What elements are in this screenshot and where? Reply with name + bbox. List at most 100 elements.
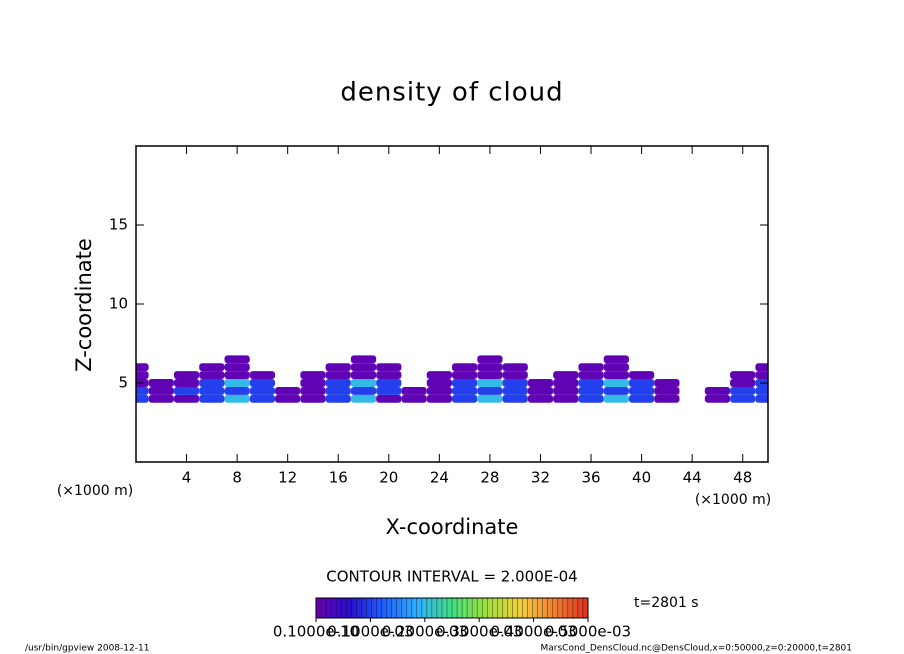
y-tick-label: 15 xyxy=(109,216,128,234)
contour-cell xyxy=(578,386,604,395)
contour-cell xyxy=(250,363,275,371)
colorbar-label: 0.2000e-03 xyxy=(382,623,468,641)
contour-field xyxy=(136,355,768,403)
contour-cell xyxy=(730,371,756,380)
contour-cell xyxy=(350,386,377,395)
time-label: t=2801 s xyxy=(634,595,699,611)
contour-cell xyxy=(705,363,730,371)
contour-cell xyxy=(300,363,325,371)
contour-cell xyxy=(401,394,427,403)
contour-cell xyxy=(376,386,402,395)
contour-cell xyxy=(401,379,426,387)
contour-cell xyxy=(629,363,654,371)
contour-cell xyxy=(704,394,731,403)
contour-cell xyxy=(755,363,768,372)
contour-cell xyxy=(350,355,377,364)
contour-cell xyxy=(376,394,402,403)
contour-cell xyxy=(502,379,528,387)
contour-cell xyxy=(477,394,503,403)
contour-cell xyxy=(680,395,705,403)
contour-cell xyxy=(325,386,351,395)
contour-cell xyxy=(376,355,401,363)
contour-cell xyxy=(578,394,604,403)
contour-cell xyxy=(628,371,655,380)
contour-cell xyxy=(477,386,503,395)
contour-cell xyxy=(603,371,629,380)
contour-cell xyxy=(629,355,654,363)
contour-cell xyxy=(173,379,200,387)
contour-cell xyxy=(452,379,478,387)
contour-cell xyxy=(426,371,452,380)
contour-cell xyxy=(502,386,528,395)
contour-cell xyxy=(704,386,731,395)
contour-cell xyxy=(730,379,756,387)
contour-cell xyxy=(628,379,655,387)
x-tick-label: 8 xyxy=(232,469,242,487)
contour-cell xyxy=(705,379,730,387)
contour-cell xyxy=(275,386,301,395)
contour-cell xyxy=(578,379,604,387)
contour-cell xyxy=(249,379,276,387)
contour-cell xyxy=(325,363,351,372)
x-tick-label: 44 xyxy=(683,469,702,487)
contour-cell xyxy=(730,394,756,403)
x-axis-title: X-coordinate xyxy=(386,515,519,539)
y-tick-label: 5 xyxy=(118,374,128,392)
contour-cell xyxy=(275,379,300,387)
plot-frame xyxy=(135,145,769,463)
x-tick-label: 4 xyxy=(182,469,192,487)
contour-cell xyxy=(325,394,351,403)
y-axis-title: Z-coordinate xyxy=(72,238,96,372)
x-tick-label: 40 xyxy=(632,469,651,487)
contour-cell xyxy=(224,355,250,364)
contour-cell xyxy=(628,394,655,403)
contour-cell xyxy=(376,379,402,387)
contour-cell xyxy=(426,379,452,387)
contour-cell xyxy=(148,379,174,387)
contour-cell xyxy=(578,371,604,380)
contour-cell xyxy=(275,363,300,371)
contour-cell xyxy=(199,379,225,387)
contour-cell xyxy=(654,386,680,395)
contour-cell xyxy=(325,379,351,387)
contour-cell xyxy=(705,371,730,379)
x-tick-label: 28 xyxy=(480,469,499,487)
contour-cell xyxy=(174,363,199,371)
contour-cell xyxy=(173,394,200,403)
x-tick-label: 12 xyxy=(278,469,297,487)
contour-cell xyxy=(654,355,679,363)
contour-cell xyxy=(528,363,553,371)
contour-cell xyxy=(603,379,629,387)
contour-cell xyxy=(680,371,705,379)
x-tick-label: 16 xyxy=(329,469,348,487)
contour-cell xyxy=(300,394,326,403)
contour-cell xyxy=(275,394,301,403)
contour-cell xyxy=(149,355,174,363)
contour-cell xyxy=(300,379,326,387)
contour-cell xyxy=(199,363,225,372)
contour-cell xyxy=(136,363,149,372)
contour-cell xyxy=(224,379,250,387)
contour-cell xyxy=(199,394,225,403)
colorbar-label: 0.1000e-03 xyxy=(327,623,413,641)
contour-cell xyxy=(199,386,225,395)
contour-cell xyxy=(199,355,224,363)
contour-cell xyxy=(300,386,326,395)
contour-cell xyxy=(326,355,351,363)
colorbar-label: 0.4000e-03 xyxy=(490,623,576,641)
contour-cell xyxy=(578,355,603,363)
contour-cell xyxy=(553,386,579,395)
contour-cell xyxy=(325,371,351,380)
contour-cell xyxy=(452,371,478,380)
contour-cell xyxy=(250,355,275,363)
x-tick-label: 48 xyxy=(733,469,752,487)
contour-cell xyxy=(249,394,276,403)
contour-cell xyxy=(654,363,679,371)
contour-cell xyxy=(350,371,377,380)
contour-cell xyxy=(730,386,756,395)
contour-cell xyxy=(705,355,730,363)
colorbar-label: 0.5000e-03 xyxy=(545,623,631,641)
contour-cell xyxy=(224,363,250,372)
contour-cell xyxy=(654,371,679,379)
